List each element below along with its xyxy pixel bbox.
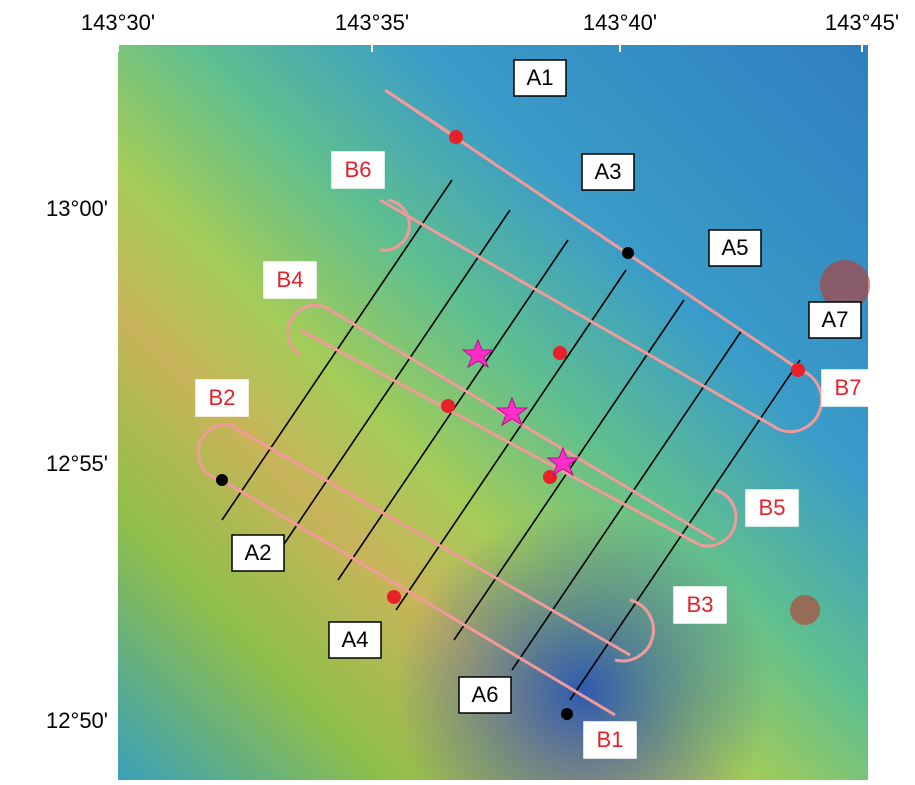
line-label: A1 [527,65,554,90]
line-label: B2 [209,385,236,410]
line-label: B7 [835,375,862,400]
line-label: B3 [687,592,714,617]
lon-label: 143°35' [335,10,409,35]
lat-label: 13°00' [46,196,108,221]
waypoint [561,708,573,720]
line-label: B6 [345,157,372,182]
station [791,363,805,377]
map-figure: A1 A2 A3 A4 A5 A6 A7 B1 B2 B3 B4 B5 B6 B7 143°30' 143°… [0,0,915,780]
station [553,346,567,360]
station [449,130,463,144]
line-label: A4 [342,627,369,652]
line-label: A5 [722,235,749,260]
waypoint [622,247,634,259]
lon-label: 143°30' [81,10,155,35]
line-label: A3 [595,159,622,184]
lat-label: 12°55' [46,451,108,476]
waypoint [216,474,228,486]
line-label: A7 [822,307,849,332]
station [441,399,455,413]
station [387,590,401,604]
line-label: A6 [472,682,499,707]
line-label: B4 [277,267,304,292]
line-label: B5 [759,495,786,520]
lon-label: 143°40' [583,10,657,35]
seamount [790,595,820,625]
lat-label: 12°50' [46,708,108,733]
line-label: B1 [597,727,624,752]
lon-label: 143°45' [825,10,899,35]
line-label: A2 [245,540,272,565]
